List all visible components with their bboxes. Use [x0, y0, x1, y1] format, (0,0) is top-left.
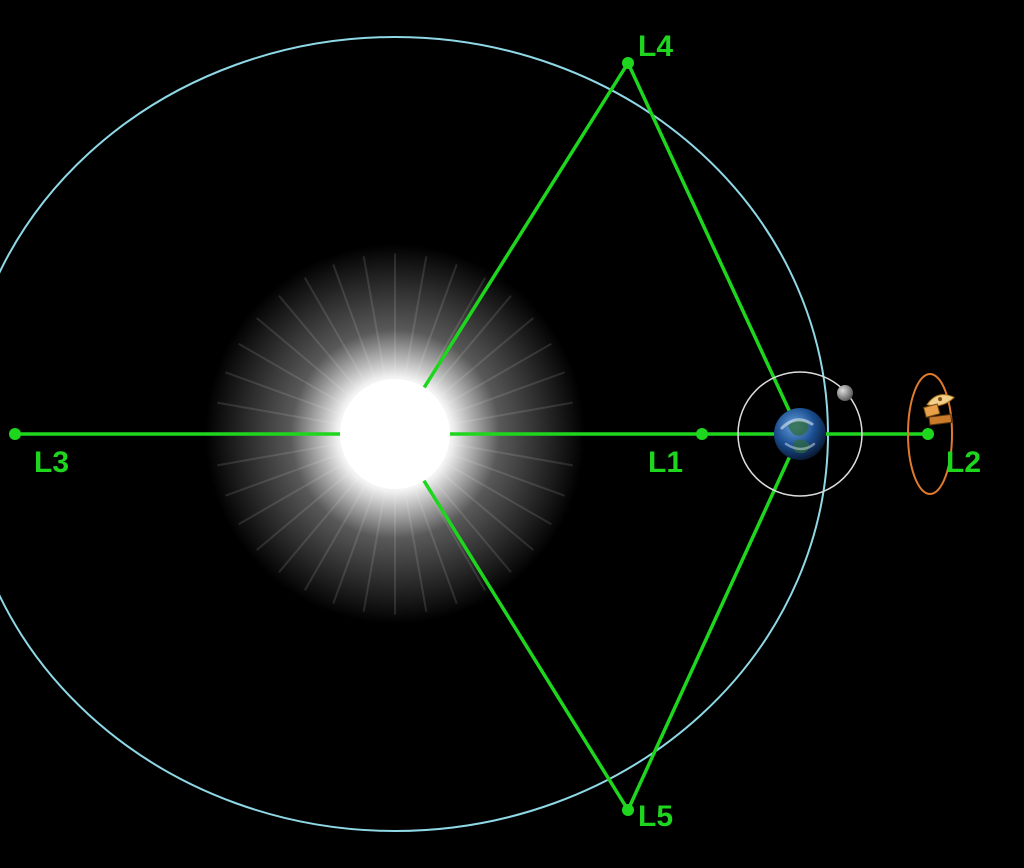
- label-l3: L3: [34, 446, 69, 479]
- sun-core: [340, 379, 450, 489]
- label-l1: L1: [648, 446, 683, 479]
- moon: [837, 385, 853, 401]
- point-l2: [922, 428, 934, 440]
- point-l4: [622, 57, 634, 69]
- lagrange-diagram: L1 L2 L3 L4 L5: [0, 0, 1024, 868]
- point-l1: [696, 428, 708, 440]
- point-l5: [622, 804, 634, 816]
- label-l5: L5: [638, 800, 673, 833]
- point-l3: [9, 428, 21, 440]
- label-l2: L2: [946, 446, 981, 479]
- label-l4: L4: [638, 30, 673, 63]
